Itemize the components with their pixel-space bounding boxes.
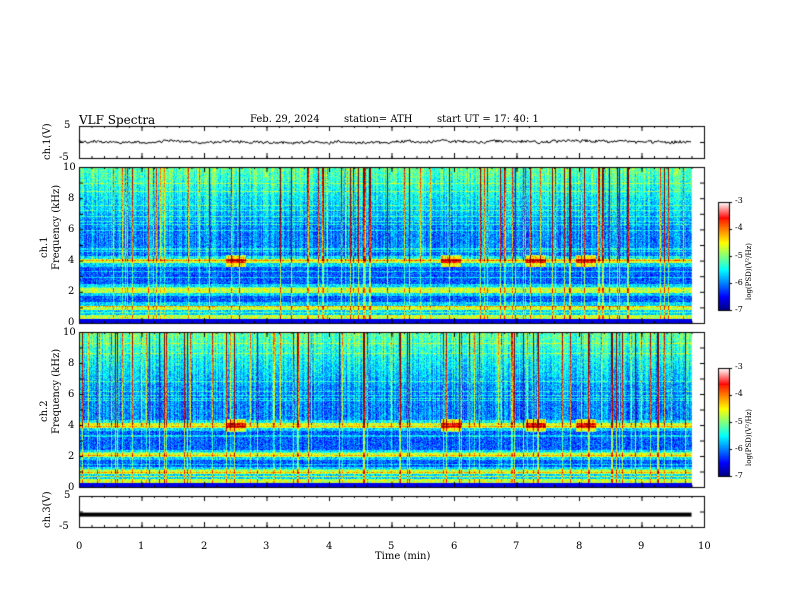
ch2-ytick-6: 6 bbox=[68, 389, 75, 400]
xtick-9: 9 bbox=[638, 541, 645, 552]
xtick-2: 2 bbox=[201, 541, 208, 552]
ch1-wave-ytick-bottom: -5 bbox=[59, 152, 69, 163]
ch3-wave-ytick-top: 5 bbox=[64, 490, 71, 501]
cb1-tick-m3: -3 bbox=[735, 196, 743, 205]
xtick-6: 6 bbox=[451, 541, 458, 552]
station-label: station= ATH bbox=[344, 114, 413, 125]
cb2-tick-m3: -3 bbox=[735, 362, 743, 371]
xtick-3: 3 bbox=[263, 541, 270, 552]
ch3-waveform-ylabel: ch.3(V) bbox=[42, 491, 53, 528]
ch2-spec-ylabel-channel: ch.2 bbox=[39, 400, 50, 422]
cb2-tick-m5: -5 bbox=[735, 417, 743, 426]
xtick-4: 4 bbox=[326, 541, 333, 552]
start-time-label: start UT = 17: 40: 1 bbox=[437, 114, 539, 125]
ch2-ytick-8: 8 bbox=[68, 358, 75, 369]
ch1-ytick-0: 0 bbox=[68, 317, 75, 328]
date-label: Feb. 29, 2024 bbox=[250, 114, 320, 125]
figure-title: VLF Spectra bbox=[79, 113, 156, 127]
ch2-ytick-2: 2 bbox=[68, 451, 75, 462]
xtick-5: 5 bbox=[388, 541, 395, 552]
ch1-ytick-2: 2 bbox=[68, 286, 75, 297]
ch2-ytick-0: 0 bbox=[68, 482, 75, 493]
cb1-tick-m4: -4 bbox=[735, 223, 743, 232]
xtick-8: 8 bbox=[576, 541, 583, 552]
ch1-ytick-8: 8 bbox=[68, 193, 75, 204]
xtick-10: 10 bbox=[698, 541, 711, 552]
cb1-tick-m7: -7 bbox=[735, 305, 743, 314]
ch1-wave-ytick-top: 5 bbox=[64, 120, 71, 131]
cb2-tick-m7: -7 bbox=[735, 471, 743, 480]
ch1-ytick-6: 6 bbox=[68, 224, 75, 235]
cb2-tick-m4: -4 bbox=[735, 389, 743, 398]
xtick-7: 7 bbox=[513, 541, 520, 552]
cb1-label: log(PSD)(V²/Hz) bbox=[745, 243, 753, 300]
xtick-0: 0 bbox=[76, 541, 83, 552]
ch1-ytick-10: 10 bbox=[63, 162, 76, 173]
ch1-spec-ylabel-channel: ch.1 bbox=[39, 236, 50, 258]
cb1-tick-m5: -5 bbox=[735, 251, 743, 260]
ch2-ytick-4: 4 bbox=[68, 420, 75, 431]
ch2-ytick-10: 10 bbox=[63, 327, 76, 338]
cb1-tick-m6: -6 bbox=[735, 278, 743, 287]
x-axis-label: Time (min) bbox=[375, 551, 431, 562]
ch1-ytick-4: 4 bbox=[68, 255, 75, 266]
ch3-wave-ytick-bottom: -5 bbox=[59, 521, 69, 532]
ch2-spec-ylabel-frequency: Frequency (kHz) bbox=[51, 348, 62, 434]
cb2-label: log(PSD)(V²/Hz) bbox=[745, 409, 753, 466]
ch1-spec-ylabel-frequency: Frequency (kHz) bbox=[51, 184, 62, 270]
cb2-tick-m6: -6 bbox=[735, 444, 743, 453]
ch1-waveform-ylabel: ch.1(V) bbox=[42, 123, 53, 160]
xtick-1: 1 bbox=[138, 541, 145, 552]
